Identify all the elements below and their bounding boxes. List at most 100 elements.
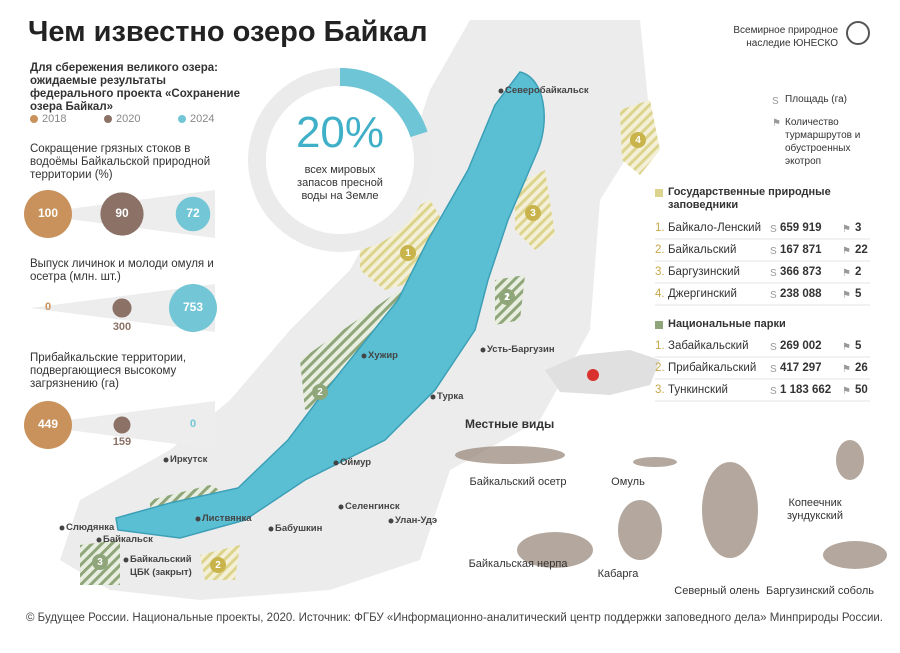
- animal-illustration: [836, 440, 864, 480]
- item-num: 1.: [655, 340, 665, 352]
- item-routes: 5: [855, 288, 862, 300]
- zone-number: 2: [504, 292, 510, 303]
- city-dot: [338, 504, 344, 510]
- city-label: Бабушкин: [275, 523, 323, 534]
- species-label: Северный олень: [674, 585, 760, 597]
- unesco: Всемирное природное наследие ЮНЕСКО: [733, 25, 838, 49]
- item-num: 4.: [655, 288, 665, 300]
- item-routes: 2: [855, 266, 862, 278]
- city-label: Оймур: [340, 457, 372, 468]
- donut-center: [266, 86, 414, 234]
- metric-label: 0: [44, 301, 52, 313]
- unesco-logo: [846, 21, 870, 45]
- item-area: 659 919: [780, 222, 822, 234]
- zone-number: 4: [635, 135, 641, 146]
- area-icon: S: [770, 290, 777, 301]
- section-title: Государственные природные заповедники: [668, 186, 831, 211]
- city-dot: [333, 460, 339, 466]
- metric-label: 90: [115, 206, 129, 220]
- legend-icon: S: [772, 96, 779, 107]
- metric-bubble: [169, 284, 217, 332]
- city-label: Байкальский ЦБК (закрыт): [130, 554, 192, 578]
- item-routes: 26: [855, 362, 868, 374]
- city-dot: [195, 516, 201, 522]
- zone-number: 1: [504, 292, 510, 303]
- animal-illustration: [702, 462, 758, 558]
- species-label: Баргузинский соболь: [766, 585, 874, 597]
- item-area: 417 297: [780, 362, 822, 374]
- city-label: Турка: [437, 391, 464, 402]
- city-dot: [59, 525, 65, 531]
- zone-number: 3: [97, 557, 103, 568]
- metric-label: 449: [37, 417, 59, 431]
- legend-year: 2024: [190, 113, 215, 125]
- item-name: Баргузинский: [668, 266, 740, 278]
- section-title: Национальные парки: [668, 318, 786, 330]
- metric-label: 300: [112, 320, 132, 333]
- animal-illustration: [823, 541, 887, 569]
- metric-bubble: [24, 401, 72, 449]
- city-label: Хужир: [368, 350, 398, 361]
- metric-bubble: [112, 298, 132, 318]
- section-marker: [655, 321, 663, 329]
- species-label: Копеечник зундукский: [787, 497, 843, 522]
- section-marker: [655, 189, 663, 197]
- city-dot: [96, 537, 102, 543]
- city-label: Иркутск: [170, 454, 208, 465]
- item-num: 2.: [655, 362, 665, 374]
- metric-label: 159: [112, 436, 132, 449]
- city-dot: [163, 457, 169, 463]
- area-icon: S: [770, 268, 777, 279]
- share-text: всех мировых запасов пресной воды на Зем…: [297, 164, 383, 202]
- metric-bubble: [113, 416, 131, 434]
- zone-marker: [312, 384, 328, 400]
- item-num: 3.: [655, 266, 665, 278]
- route-icon: ⚑: [842, 246, 851, 257]
- route-icon: ⚑: [842, 342, 851, 353]
- city-label: Северобайкальск: [505, 85, 589, 96]
- zone-number: 2: [215, 560, 221, 571]
- city-dot: [430, 394, 436, 400]
- route-icon: ⚑: [842, 386, 851, 397]
- item-area: 167 871: [780, 244, 822, 256]
- donut-arc: [339, 68, 428, 138]
- item-name: Джергинский: [668, 288, 737, 300]
- location-pin: [587, 369, 599, 381]
- legend-icon: ⚑: [772, 118, 781, 129]
- city-label: Листвянка: [202, 513, 252, 524]
- animal-illustration: [455, 446, 565, 464]
- item-name: Байкало-Ленский: [668, 222, 762, 234]
- animal-illustration: [517, 532, 593, 568]
- city-dot: [361, 353, 367, 359]
- zone-number: 1: [405, 248, 411, 259]
- animal-illustration: [633, 457, 677, 467]
- intro: Для сбережения великого озера: ожидаемые…: [30, 62, 241, 113]
- route-icon: ⚑: [842, 224, 851, 235]
- zone-marker: [210, 557, 226, 573]
- title: Чем известно озеро Байкал: [28, 16, 428, 48]
- zone-marker: [499, 289, 515, 305]
- item-name: Прибайкальский: [668, 362, 757, 374]
- legend-year: 2018: [42, 113, 67, 125]
- legend-dot: [30, 115, 38, 123]
- item-name: Забайкальский: [668, 340, 749, 352]
- item-num: 2.: [655, 244, 665, 256]
- route-icon: ⚑: [842, 268, 851, 279]
- city-dot: [480, 347, 486, 353]
- city-label: Байкальск: [103, 534, 153, 545]
- metric-bubble: [175, 196, 211, 232]
- species-label: Омуль: [611, 476, 645, 488]
- zone-marker: [92, 554, 108, 570]
- metric-bubble: [24, 190, 72, 238]
- species-label: Байкальская нерпа: [468, 558, 568, 570]
- item-routes: 5: [855, 340, 862, 352]
- item-area: 366 873: [780, 266, 822, 278]
- metric-label: 0: [189, 418, 197, 430]
- species-title: Местные виды: [465, 417, 555, 431]
- zone-number: 3: [530, 208, 536, 219]
- metric-title: Сокращение грязных стоков в водоёмы Байк…: [30, 143, 211, 181]
- city-dot: [268, 526, 274, 532]
- item-area: 269 002: [780, 340, 822, 352]
